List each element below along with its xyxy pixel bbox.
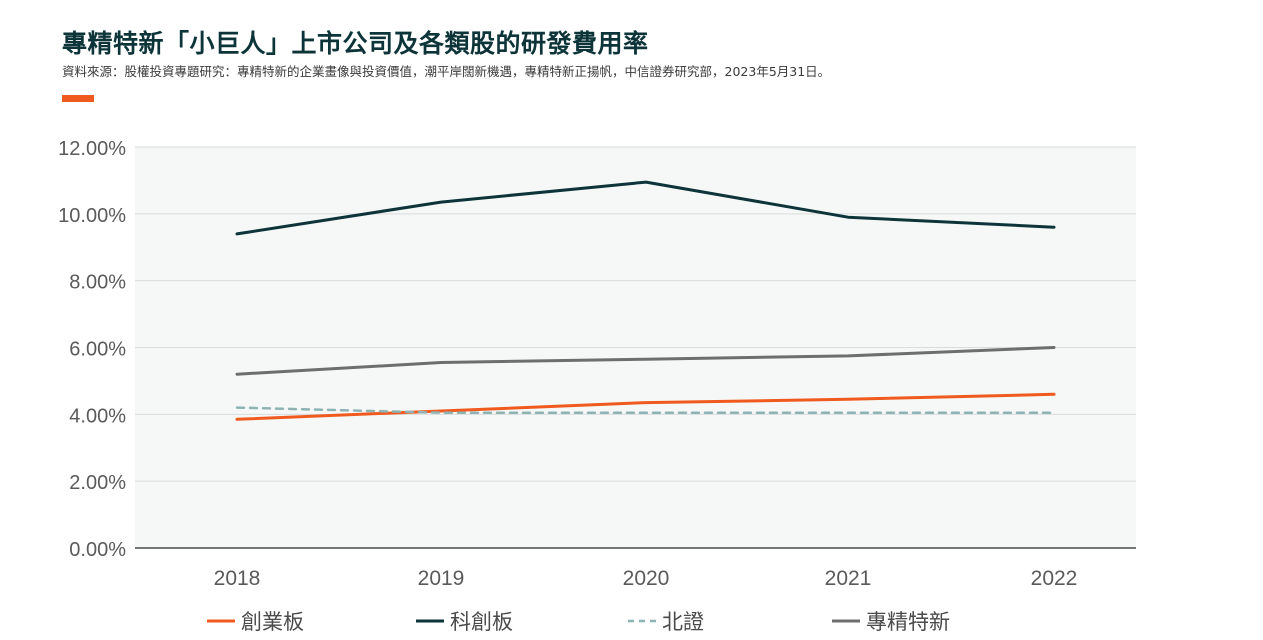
- legend-label: 創業板: [241, 611, 304, 634]
- y-tick-label: 2.00%: [69, 472, 126, 494]
- y-tick-label: 12.00%: [58, 138, 126, 160]
- legend: 創業板 科創板 北證 專精特新: [207, 611, 950, 634]
- y-tick-label: 6.00%: [69, 339, 126, 361]
- legend-item: 北證: [628, 611, 704, 634]
- accent-bar: [62, 95, 94, 102]
- y-axis-ticks: 0.00% 2.00% 4.00% 6.00% 8.00% 10.00% 12.00%: [58, 138, 126, 561]
- legend-item: 專精特新: [832, 611, 950, 634]
- y-tick-label: 0.00%: [69, 539, 126, 561]
- series-lines: [235, 180, 1056, 421]
- series-line-1: [235, 392, 1056, 421]
- legend-item: 科創板: [416, 611, 513, 634]
- grid-lines: [135, 146, 1136, 482]
- legend-label: 專精特新: [866, 611, 950, 634]
- x-tick-label: 2021: [825, 567, 872, 590]
- series-line-2: [235, 180, 1056, 236]
- chart-title: 專精特新「小巨人」上市公司及各類股的研發費用率: [62, 29, 649, 58]
- series-line-4: [235, 346, 1056, 376]
- legend-item: 創業板: [207, 611, 304, 634]
- legend-label: 科創板: [450, 611, 513, 634]
- series-line-3: [235, 406, 1056, 414]
- x-tick-label: 2020: [623, 567, 670, 590]
- y-tick-label: 10.00%: [58, 205, 126, 227]
- x-axis-ticks: 2018 2019 2020 2021 2022: [214, 567, 1078, 590]
- chart-source-note: 資料來源：股權投資專題研究：專精特新的企業畫像與投資價值，潮平岸闊新機遇，專精特…: [62, 64, 831, 79]
- x-tick-label: 2019: [418, 567, 465, 590]
- x-tick-label: 2022: [1031, 567, 1078, 590]
- x-tick-label: 2018: [214, 567, 261, 590]
- y-tick-label: 8.00%: [69, 272, 126, 294]
- y-tick-label: 4.00%: [69, 405, 126, 427]
- legend-label: 北證: [662, 611, 704, 634]
